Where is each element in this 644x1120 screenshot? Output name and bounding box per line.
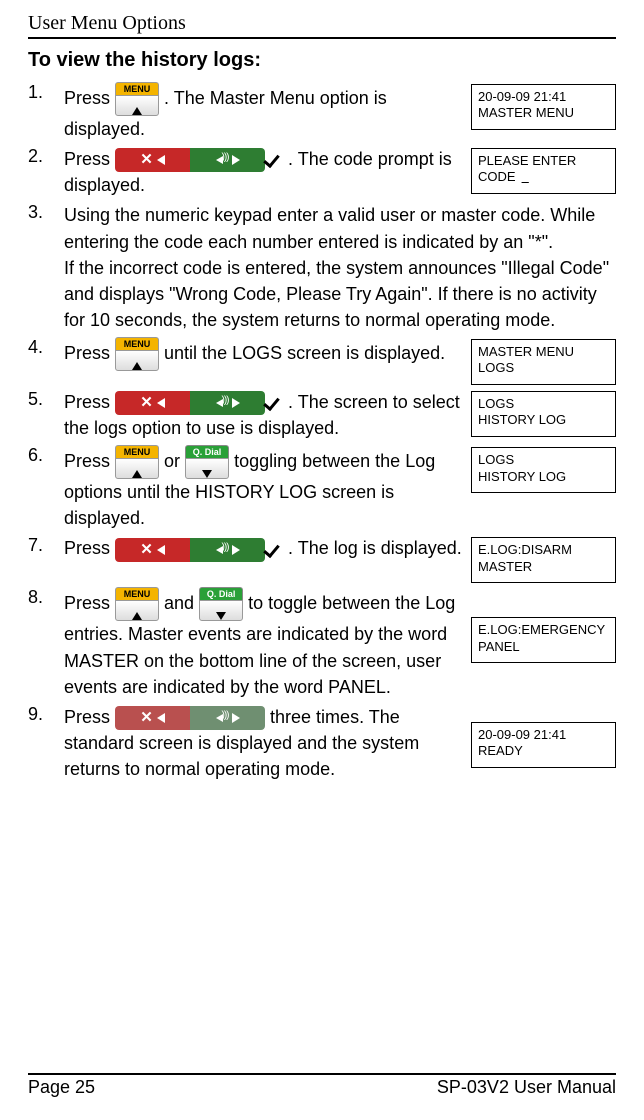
step-text: Press	[64, 707, 115, 727]
qdial-button-icon: Q. Dial	[199, 587, 243, 621]
step-num: 5.	[28, 389, 64, 410]
page-header: User Menu Options	[28, 12, 616, 39]
step-4: 4. Press MENU until the LOGS screen is d…	[28, 337, 616, 385]
menu-button-icon: MENU	[115, 337, 159, 371]
step-text: Press	[64, 392, 115, 412]
step-text: Press	[64, 451, 115, 471]
lcd-display: PLEASE ENTER CODE	[471, 148, 616, 194]
lcd-display: 20-09-09 21:41MASTER MENU	[471, 84, 616, 130]
step-num: 6.	[28, 445, 64, 466]
page-footer: Page 25 SP-03V2 User Manual	[28, 1073, 616, 1098]
step-text: Press	[64, 149, 115, 169]
nav-button-icon: ✕	[115, 538, 265, 562]
menu-button-icon: MENU	[115, 82, 159, 116]
step-text: If the incorrect code is entered, the sy…	[64, 255, 616, 333]
step-7: 7. Press ✕ . The log is displayed. E.LOG…	[28, 535, 616, 583]
check-icon	[263, 148, 283, 172]
manual-title: SP-03V2 User Manual	[437, 1077, 616, 1098]
step-num: 7.	[28, 535, 64, 556]
step-text: and	[164, 593, 199, 613]
step-num: 1.	[28, 82, 64, 103]
step-num: 2.	[28, 146, 64, 167]
section-title: To view the history logs:	[28, 49, 616, 72]
step-9: 9. Press ✕ three times. The standard scr…	[28, 704, 616, 782]
step-text: or	[164, 451, 185, 471]
menu-button-icon: MENU	[115, 445, 159, 479]
check-icon	[263, 538, 283, 562]
lcd-display: MASTER MENULOGS	[471, 339, 616, 385]
step-num: 4.	[28, 337, 64, 358]
lcd-display: LOGSHISTORY LOG	[471, 391, 616, 437]
step-2: 2. Press ✕ . The code prompt is displaye…	[28, 146, 616, 198]
lcd-display: 20-09-09 21:41READY	[471, 722, 616, 768]
step-5: 5. Press ✕ . The screen to select the lo…	[28, 389, 616, 441]
menu-button-icon: MENU	[115, 587, 159, 621]
step-3: 3. Using the numeric keypad enter a vali…	[28, 202, 616, 332]
step-num: 9.	[28, 704, 64, 725]
step-num: 3.	[28, 202, 64, 223]
step-text: Press	[64, 343, 115, 363]
page-number: Page 25	[28, 1077, 95, 1098]
step-8: 8. Press MENU and Q. Dial to toggle betw…	[28, 587, 616, 699]
step-text: Press	[64, 538, 115, 558]
lcd-display: LOGSHISTORY LOG	[471, 447, 616, 493]
steps-list: 1. Press MENU . The Master Menu option i…	[28, 82, 616, 782]
step-num: 8.	[28, 587, 64, 608]
step-text: . The log is displayed.	[288, 538, 462, 558]
qdial-button-icon: Q. Dial	[185, 445, 229, 479]
lcd-display: E.LOG:DISARMMASTER	[471, 537, 616, 583]
lcd-display: E.LOG:EMERGENCYPANEL	[471, 617, 616, 663]
step-text: Using the numeric keypad enter a valid u…	[64, 202, 616, 254]
step-text: Press	[64, 88, 115, 108]
step-text: Press	[64, 593, 115, 613]
nav-button-icon: ✕	[115, 706, 265, 730]
nav-button-icon: ✕	[115, 148, 265, 172]
nav-button-icon: ✕	[115, 391, 265, 415]
step-6: 6. Press MENU or Q. Dial toggling betwee…	[28, 445, 616, 531]
step-text: until the LOGS screen is displayed.	[164, 343, 445, 363]
step-1: 1. Press MENU . The Master Menu option i…	[28, 82, 616, 142]
check-icon	[263, 391, 283, 415]
